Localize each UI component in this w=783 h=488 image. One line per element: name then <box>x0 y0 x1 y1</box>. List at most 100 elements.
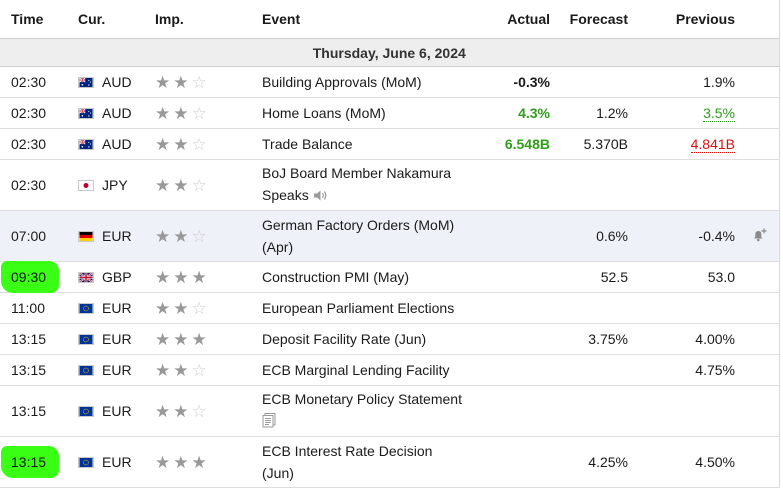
japan-flag-icon <box>78 180 94 191</box>
table-row[interactable]: 11:00 EUR ★ ★ ☆ European Parliament Electi… <box>0 292 779 324</box>
forecast-value <box>554 66 634 98</box>
event-name[interactable]: German Factory Orders (MoM) (Apr) <box>262 210 474 262</box>
previous-value: 3.5% <box>703 105 735 122</box>
event-time: 13:15 <box>0 385 78 437</box>
date-label: Thursday, June 6, 2024 <box>0 38 779 67</box>
importance-stars: ★ ★ ★ <box>155 261 262 293</box>
highlighted-time: 13:15 <box>1 446 59 478</box>
star-filled-icon: ★ <box>155 103 171 123</box>
event-time: 02:30 <box>0 97 78 129</box>
event-name[interactable]: Deposit Facility Rate (Jun) <box>262 323 474 355</box>
event-time-cell: 09:30 <box>0 261 78 293</box>
star-empty-icon: ☆ <box>191 360 207 380</box>
event-name[interactable]: Construction PMI (May) <box>262 261 474 293</box>
header-importance[interactable]: Imp. <box>155 0 262 39</box>
forecast-value <box>554 292 634 324</box>
event-name[interactable]: ECB Monetary Policy Statement <box>262 385 474 437</box>
importance-stars: ★ ★ ☆ <box>155 210 262 262</box>
event-name[interactable]: ECB Interest Rate Decision (Jun) <box>262 436 474 488</box>
bell-add-icon[interactable] <box>751 228 767 246</box>
star-filled-icon: ★ <box>191 452 207 472</box>
header-time[interactable]: Time <box>0 0 78 39</box>
alert-cell <box>739 436 779 488</box>
document-icon[interactable] <box>262 412 276 434</box>
star-empty-icon: ☆ <box>191 134 207 154</box>
event-time: 13:15 <box>0 354 78 386</box>
previous-value-cell: 4.841B <box>634 128 739 160</box>
header-currency[interactable]: Cur. <box>78 0 155 39</box>
table-row[interactable]: 02:30 AUD ★ ★ ☆ Building Approvals (MoM) -… <box>0 66 779 98</box>
currency-cell: AUD <box>78 66 155 98</box>
star-filled-icon: ★ <box>155 401 171 421</box>
forecast-value: 5.370B <box>554 128 634 160</box>
star-filled-icon: ★ <box>155 360 171 380</box>
event-time: 11:00 <box>0 292 78 324</box>
alert-cell <box>739 292 779 324</box>
event-name-line2: (Apr) <box>262 239 294 255</box>
event-name[interactable]: European Parliament Elections <box>262 292 474 324</box>
actual-value <box>474 210 554 262</box>
importance-stars: ★ ★ ☆ <box>155 354 262 386</box>
currency-cell: AUD <box>78 128 155 160</box>
currency-cell: EUR <box>78 354 155 386</box>
actual-value: -0.3% <box>474 66 554 98</box>
actual-value: 4.3% <box>474 97 554 129</box>
event-name[interactable]: Trade Balance <box>262 128 474 160</box>
event-name-line2: Speaks <box>262 187 309 204</box>
table-row[interactable]: 02:30 AUD ★ ★ ☆ Home Loans (MoM) 4.3% 1.2%… <box>0 97 779 129</box>
header-event[interactable]: Event <box>262 0 474 39</box>
event-name-line1: ECB Interest Rate Decision <box>262 443 433 459</box>
currency-cell: EUR <box>78 436 155 488</box>
currency-cell: EUR <box>78 323 155 355</box>
eu-flag-icon <box>78 365 94 376</box>
currency-code: AUD <box>102 74 132 90</box>
table-row[interactable]: 09:30 GBP ★ ★ ★ Construction PMI (May) 52.… <box>0 261 779 293</box>
header-forecast[interactable]: Forecast <box>554 0 634 39</box>
table-row[interactable]: 13:15 EUR ★ ★ ★ Deposit Facility Rate (Jun… <box>0 323 779 355</box>
previous-value <box>634 385 739 437</box>
actual-value <box>474 292 554 324</box>
actual-value <box>474 354 554 386</box>
germany-flag-icon <box>78 231 94 242</box>
header-actual[interactable]: Actual <box>474 0 554 39</box>
forecast-value <box>554 159 634 211</box>
table-row[interactable]: 13:15 EUR ★ ★ ★ ECB Interest Rate Decision… <box>0 436 779 488</box>
forecast-value <box>554 385 634 437</box>
event-name-line1: ECB Monetary Policy Statement <box>262 391 462 408</box>
eu-flag-icon <box>78 457 94 468</box>
header-previous[interactable]: Previous <box>634 0 739 39</box>
previous-value: 4.50% <box>634 436 739 488</box>
importance-stars: ★ ★ ★ <box>155 436 262 488</box>
alert-cell <box>739 354 779 386</box>
star-filled-icon: ★ <box>173 134 189 154</box>
currency-cell: GBP <box>78 261 155 293</box>
event-time-cell: 13:15 <box>0 436 78 488</box>
alert-cell <box>739 261 779 293</box>
star-empty-icon: ☆ <box>191 72 207 92</box>
event-time: 02:30 <box>0 159 78 211</box>
table-row[interactable]: 13:15 EUR ★ ★ ☆ ECB Marginal Lending Facil… <box>0 354 779 386</box>
table-row[interactable]: 07:00 EUR ★ ★ ☆ German Factory Orders (MoM… <box>0 210 779 262</box>
event-name-line2: (Jun) <box>262 465 294 481</box>
table-row[interactable]: 02:30 AUD ★ ★ ☆ Trade Balance 6.548B 5.370… <box>0 128 779 160</box>
importance-stars: ★ ★ ☆ <box>155 128 262 160</box>
table-row[interactable]: 13:15 EUR ★ ★ ☆ ECB Monetary Policy Statem… <box>0 385 779 437</box>
star-filled-icon: ★ <box>155 72 171 92</box>
forecast-value <box>554 354 634 386</box>
currency-code: JPY <box>102 177 128 193</box>
table-row[interactable]: 02:30 JPY ★ ★ ☆ BoJ Board Member Nakamura … <box>0 159 779 211</box>
event-name[interactable]: ECB Marginal Lending Facility <box>262 354 474 386</box>
star-empty-icon: ☆ <box>191 103 207 123</box>
star-filled-icon: ★ <box>155 298 171 318</box>
date-divider-row: Thursday, June 6, 2024 <box>0 38 779 67</box>
event-name[interactable]: BoJ Board Member Nakamura Speaks <box>262 159 474 211</box>
event-name[interactable]: Home Loans (MoM) <box>262 97 474 129</box>
event-name[interactable]: Building Approvals (MoM) <box>262 66 474 98</box>
star-filled-icon: ★ <box>191 329 207 349</box>
australia-flag-icon <box>78 108 94 119</box>
star-filled-icon: ★ <box>155 226 171 246</box>
currency-cell: EUR <box>78 385 155 437</box>
star-filled-icon: ★ <box>155 329 171 349</box>
uk-flag-icon <box>78 272 94 283</box>
